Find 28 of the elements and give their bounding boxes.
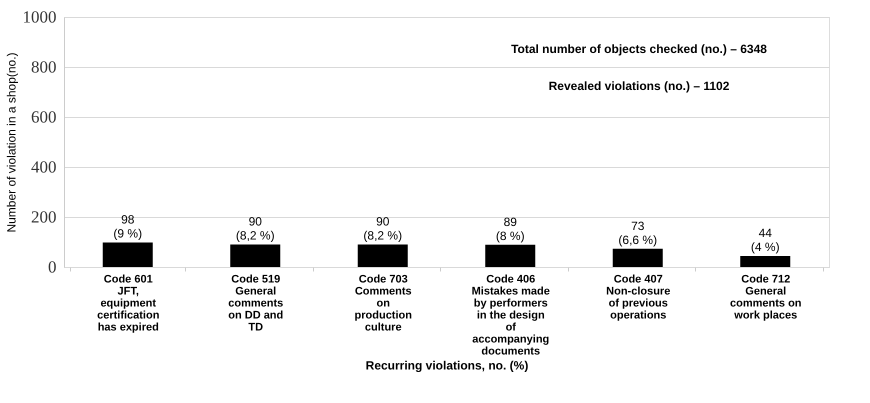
- annotation: Total number of objects checked (no.) – 6348: [511, 42, 768, 56]
- x-tick-label: Code 601 JFT, equipment certification has expired: [97, 274, 160, 334]
- data-label: 44 (4 %): [750, 226, 780, 254]
- data-label: 98 (9 %): [113, 212, 142, 240]
- data-label: 90 (8,2 %): [363, 214, 402, 242]
- y-tick-label: 600: [31, 108, 56, 126]
- x-tick-label: Code 712 General comments on work places: [730, 274, 802, 322]
- y-tick-label: 200: [31, 208, 56, 226]
- x-tick-label: Code 519 General comments on DD and TD: [228, 274, 284, 334]
- y-tick-label: 400: [31, 158, 56, 176]
- bar: [358, 244, 408, 267]
- data-label: 90 (8,2 %): [236, 214, 275, 242]
- bar: [612, 248, 663, 267]
- bar: [102, 242, 153, 267]
- y-axis-title: Number of violation in a shop(no.): [4, 52, 18, 233]
- x-tick-label: Code 407 Non-closure of previous operations: [606, 274, 670, 322]
- bar: [230, 244, 280, 267]
- data-label: 89 (8 %): [496, 214, 525, 243]
- y-tick-label: 800: [31, 58, 56, 76]
- bar: [485, 244, 536, 267]
- y-tick-label: 0: [48, 258, 56, 276]
- data-label: 73 (6,6 %): [618, 218, 658, 247]
- bar: [740, 256, 790, 267]
- y-tick-label: 1000: [22, 8, 56, 26]
- annotation: Revealed violations (no.) – 1102: [548, 79, 730, 93]
- x-tick-label: Code 406 Mistakes made by performers in the design of accompanying documents: [472, 274, 550, 358]
- x-axis-title: Recurring violations, no. (%): [366, 358, 528, 372]
- x-tick-label: Code 703 Comments on production culture: [354, 274, 412, 334]
